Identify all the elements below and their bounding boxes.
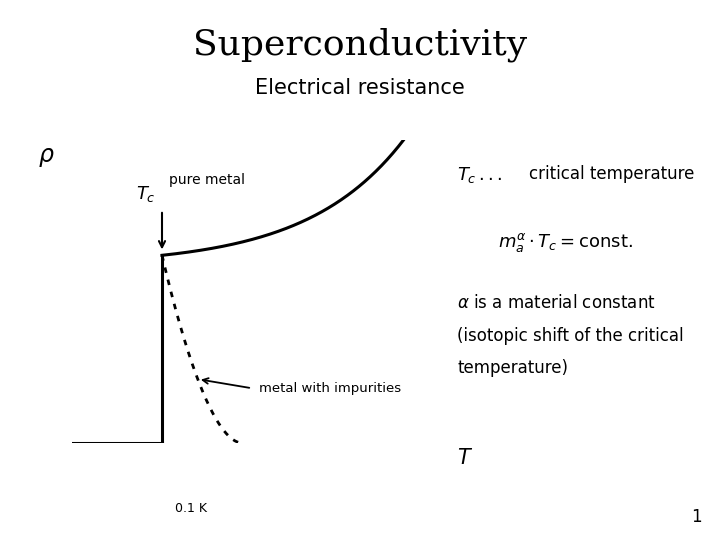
- Text: (isotopic shift of the critical: (isotopic shift of the critical: [457, 327, 684, 345]
- Text: $T_c \,...$: $T_c \,...$: [457, 165, 503, 185]
- Text: $\alpha$ is a material constant: $\alpha$ is a material constant: [457, 294, 656, 312]
- Text: temperature): temperature): [457, 359, 568, 377]
- Text: Electrical resistance: Electrical resistance: [255, 78, 465, 98]
- Text: $m_a^{\alpha} \cdot T_c = \mathrm{const.}$: $m_a^{\alpha} \cdot T_c = \mathrm{const.…: [498, 232, 633, 254]
- Text: $T$: $T$: [457, 448, 473, 468]
- Text: 1: 1: [691, 509, 702, 526]
- Text: $\rho$: $\rho$: [38, 146, 55, 170]
- Text: Superconductivity: Superconductivity: [193, 27, 527, 62]
- Text: pure metal: pure metal: [169, 173, 246, 187]
- Text: $T_c$: $T_c$: [136, 184, 156, 204]
- Text: metal with impurities: metal with impurities: [259, 382, 401, 395]
- Text: critical temperature: critical temperature: [529, 165, 695, 183]
- Text: 0.1 K: 0.1 K: [175, 502, 207, 515]
